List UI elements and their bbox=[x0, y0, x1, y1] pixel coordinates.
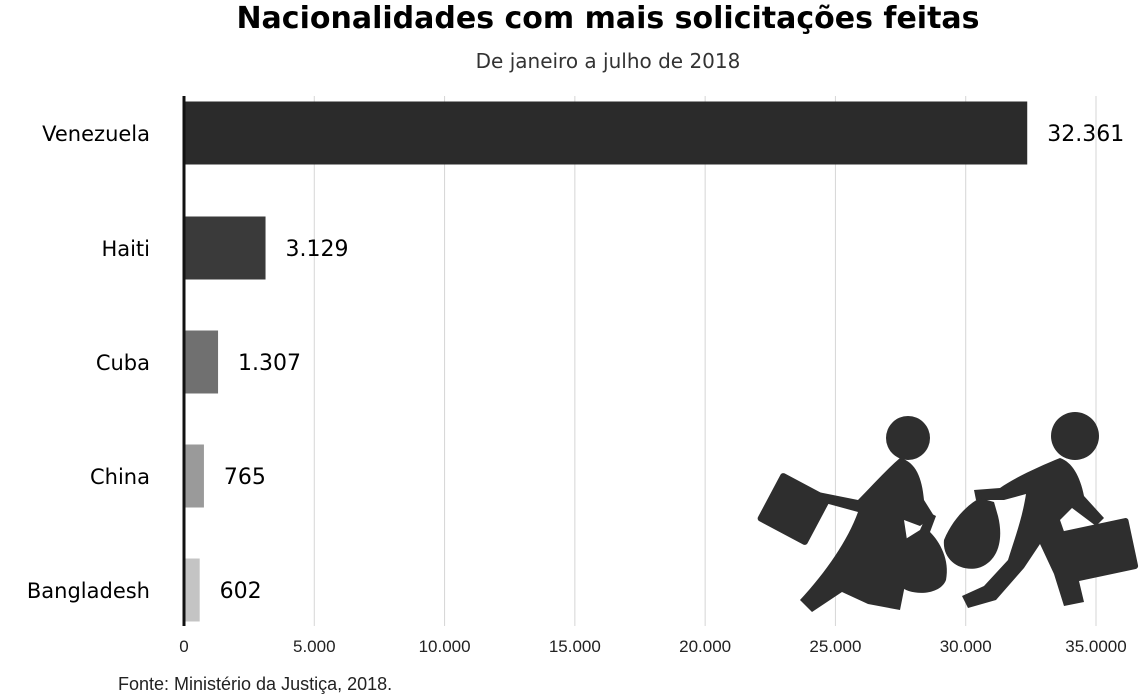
category-label: Cuba bbox=[96, 351, 150, 375]
bars bbox=[184, 101, 1028, 622]
x-tick-label: 35.0000 bbox=[1065, 637, 1126, 656]
category-label: Haiti bbox=[101, 237, 150, 261]
bar bbox=[184, 216, 266, 280]
bar bbox=[184, 558, 200, 622]
gridlines bbox=[313, 96, 1097, 626]
x-tick-label: 25.000 bbox=[809, 637, 861, 656]
value-label: 765 bbox=[224, 465, 266, 490]
value-label: 32.361 bbox=[1047, 122, 1124, 147]
x-tick-label: 20.000 bbox=[679, 637, 731, 656]
x-tick-label: 15.000 bbox=[549, 637, 601, 656]
category-label: Venezuela bbox=[42, 122, 150, 146]
value-label: 3.129 bbox=[286, 237, 349, 262]
bar bbox=[184, 330, 219, 394]
migrants-with-bags-silhouette-icon bbox=[757, 412, 1139, 612]
bar bbox=[184, 101, 1028, 165]
x-tick-label: 5.000 bbox=[293, 637, 336, 656]
value-label: 602 bbox=[220, 579, 262, 604]
x-tick-label: 10.000 bbox=[419, 637, 471, 656]
category-label: China bbox=[90, 465, 150, 489]
x-tick-label: 30.000 bbox=[940, 637, 992, 656]
x-tick-label: 0 bbox=[179, 637, 188, 656]
value-label: 1.307 bbox=[238, 351, 301, 376]
category-label: Bangladesh bbox=[27, 579, 150, 603]
category-labels: Venezuela Haiti Cuba China Bangladesh bbox=[27, 122, 150, 603]
chart-title: Nacionalidades com mais solicitações fei… bbox=[236, 1, 979, 36]
value-labels: 32.361 3.129 1.307 765 602 bbox=[220, 122, 1125, 604]
source-note: Fonte: Ministério da Justiça, 2018. bbox=[118, 674, 392, 694]
x-axis-ticks: 0 5.000 10.000 15.000 20.000 25.000 30.000 35.0… bbox=[179, 637, 1126, 656]
bar bbox=[184, 444, 204, 508]
chart-subtitle: De janeiro a julho de 2018 bbox=[476, 49, 741, 73]
